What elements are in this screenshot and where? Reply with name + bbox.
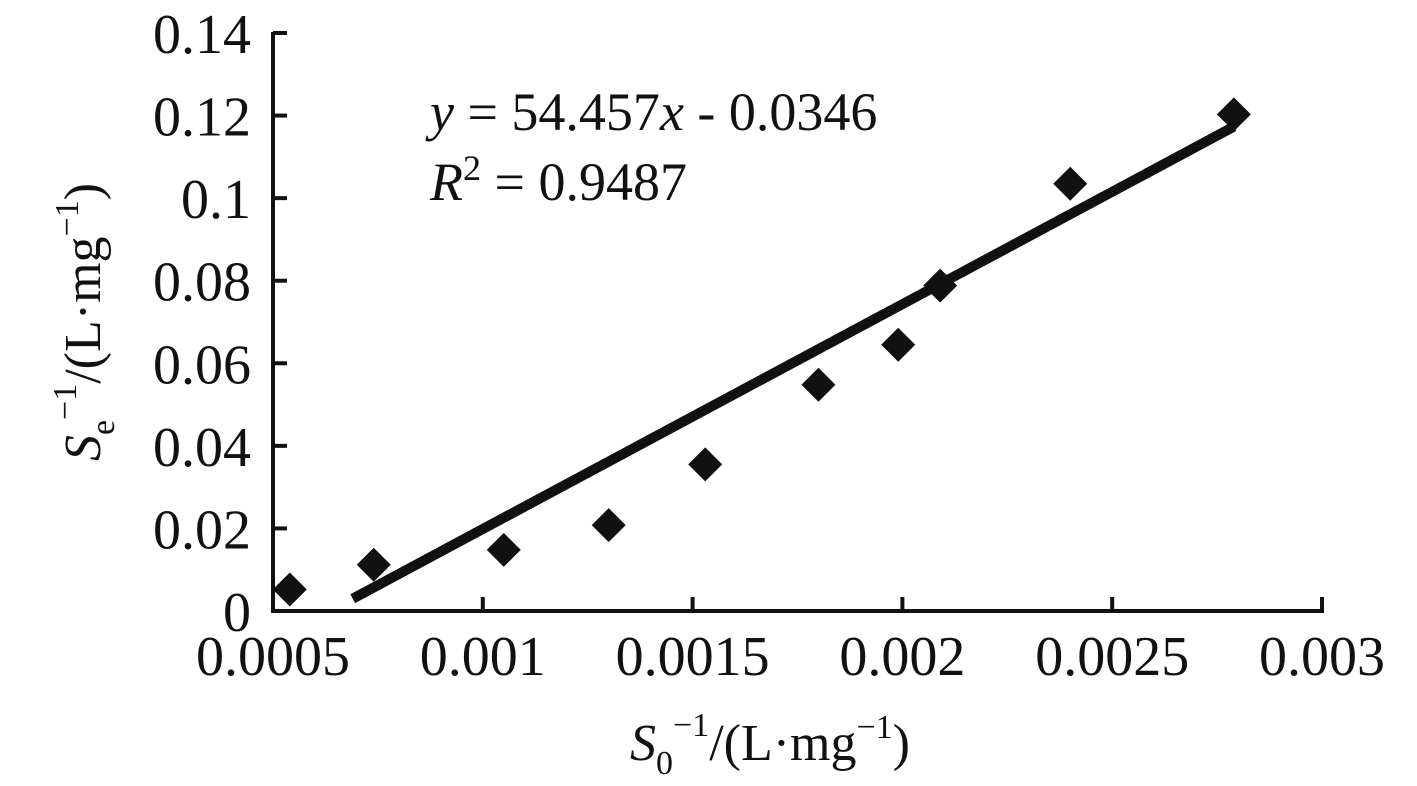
data-point-marker xyxy=(923,268,958,303)
y-tick-label: 0.06 xyxy=(153,334,251,396)
data-point-marker xyxy=(486,532,521,567)
r2-annotation: R2 = 0.9487 xyxy=(429,148,687,212)
data-point-marker xyxy=(801,367,836,402)
y-axis-title: Se−1/(L·mg−1) xyxy=(47,183,122,461)
x-tick-label: 0.0005 xyxy=(196,626,350,688)
y-title-symbol: S xyxy=(55,435,112,461)
data-point-marker xyxy=(591,508,626,543)
y-ticks: 0 0.02 0.04 0.06 0.08 0.1 0.12 0.14 xyxy=(153,4,287,644)
y-title-unit-sup: −1 xyxy=(49,200,86,236)
y-tick-label: 0.12 xyxy=(153,87,251,149)
y-tick-label: 0 xyxy=(223,582,251,644)
trendline xyxy=(350,122,1237,604)
x-tick-label: 0.002 xyxy=(839,626,965,688)
y-tick-label: 0.14 xyxy=(153,4,251,66)
data-point-marker xyxy=(881,327,916,362)
data-point-marker xyxy=(356,547,391,582)
y-tick-label: 0.1 xyxy=(181,169,251,231)
y-title-unit-open: /(L·mg xyxy=(55,236,112,383)
equation-tail: - 0.0346 xyxy=(684,82,877,142)
data-point-marker xyxy=(688,447,723,482)
x-title-superscript: −1 xyxy=(673,707,709,744)
equation-y-var: y xyxy=(425,82,454,142)
y-tick-label: 0.02 xyxy=(153,499,251,561)
x-title-unit-close: ) xyxy=(893,715,910,772)
r2-sup: 2 xyxy=(463,148,481,188)
y-title-subscript: e xyxy=(85,420,122,435)
x-title-subscript: 0 xyxy=(656,745,673,782)
x-tick-label: 0.003 xyxy=(1259,626,1385,688)
r2-rest: = 0.9487 xyxy=(481,152,687,212)
y-title-superscript: −1 xyxy=(47,384,84,420)
x-tick-label: 0.001 xyxy=(420,626,546,688)
y-title-unit-close: ) xyxy=(55,183,112,200)
data-markers xyxy=(272,97,1251,607)
data-point-marker xyxy=(1216,97,1251,132)
y-tick-label: 0.08 xyxy=(153,252,251,314)
x-title-symbol: S xyxy=(630,715,656,772)
x-title-unit-open: /(L·mg xyxy=(709,715,856,772)
equation-annotation: y = 54.457x - 0.0346 xyxy=(425,82,877,142)
data-point-marker xyxy=(1053,166,1088,201)
x-tick-label: 0.0025 xyxy=(1035,626,1189,688)
x-tick-label: 0.0015 xyxy=(616,626,770,688)
r2-var: R xyxy=(429,152,463,212)
x-title-unit-sup: −1 xyxy=(856,709,892,746)
x-axis-title: S0−1/(L·mg−1) xyxy=(630,707,910,782)
data-point-marker xyxy=(272,572,307,607)
equation-x-var: x xyxy=(659,82,684,142)
y-tick-label: 0.04 xyxy=(153,417,251,479)
equation-mid: = 54.457 xyxy=(454,82,660,142)
x-ticks: 0.0005 0.001 0.0015 0.002 0.0025 0.003 xyxy=(196,597,1385,688)
